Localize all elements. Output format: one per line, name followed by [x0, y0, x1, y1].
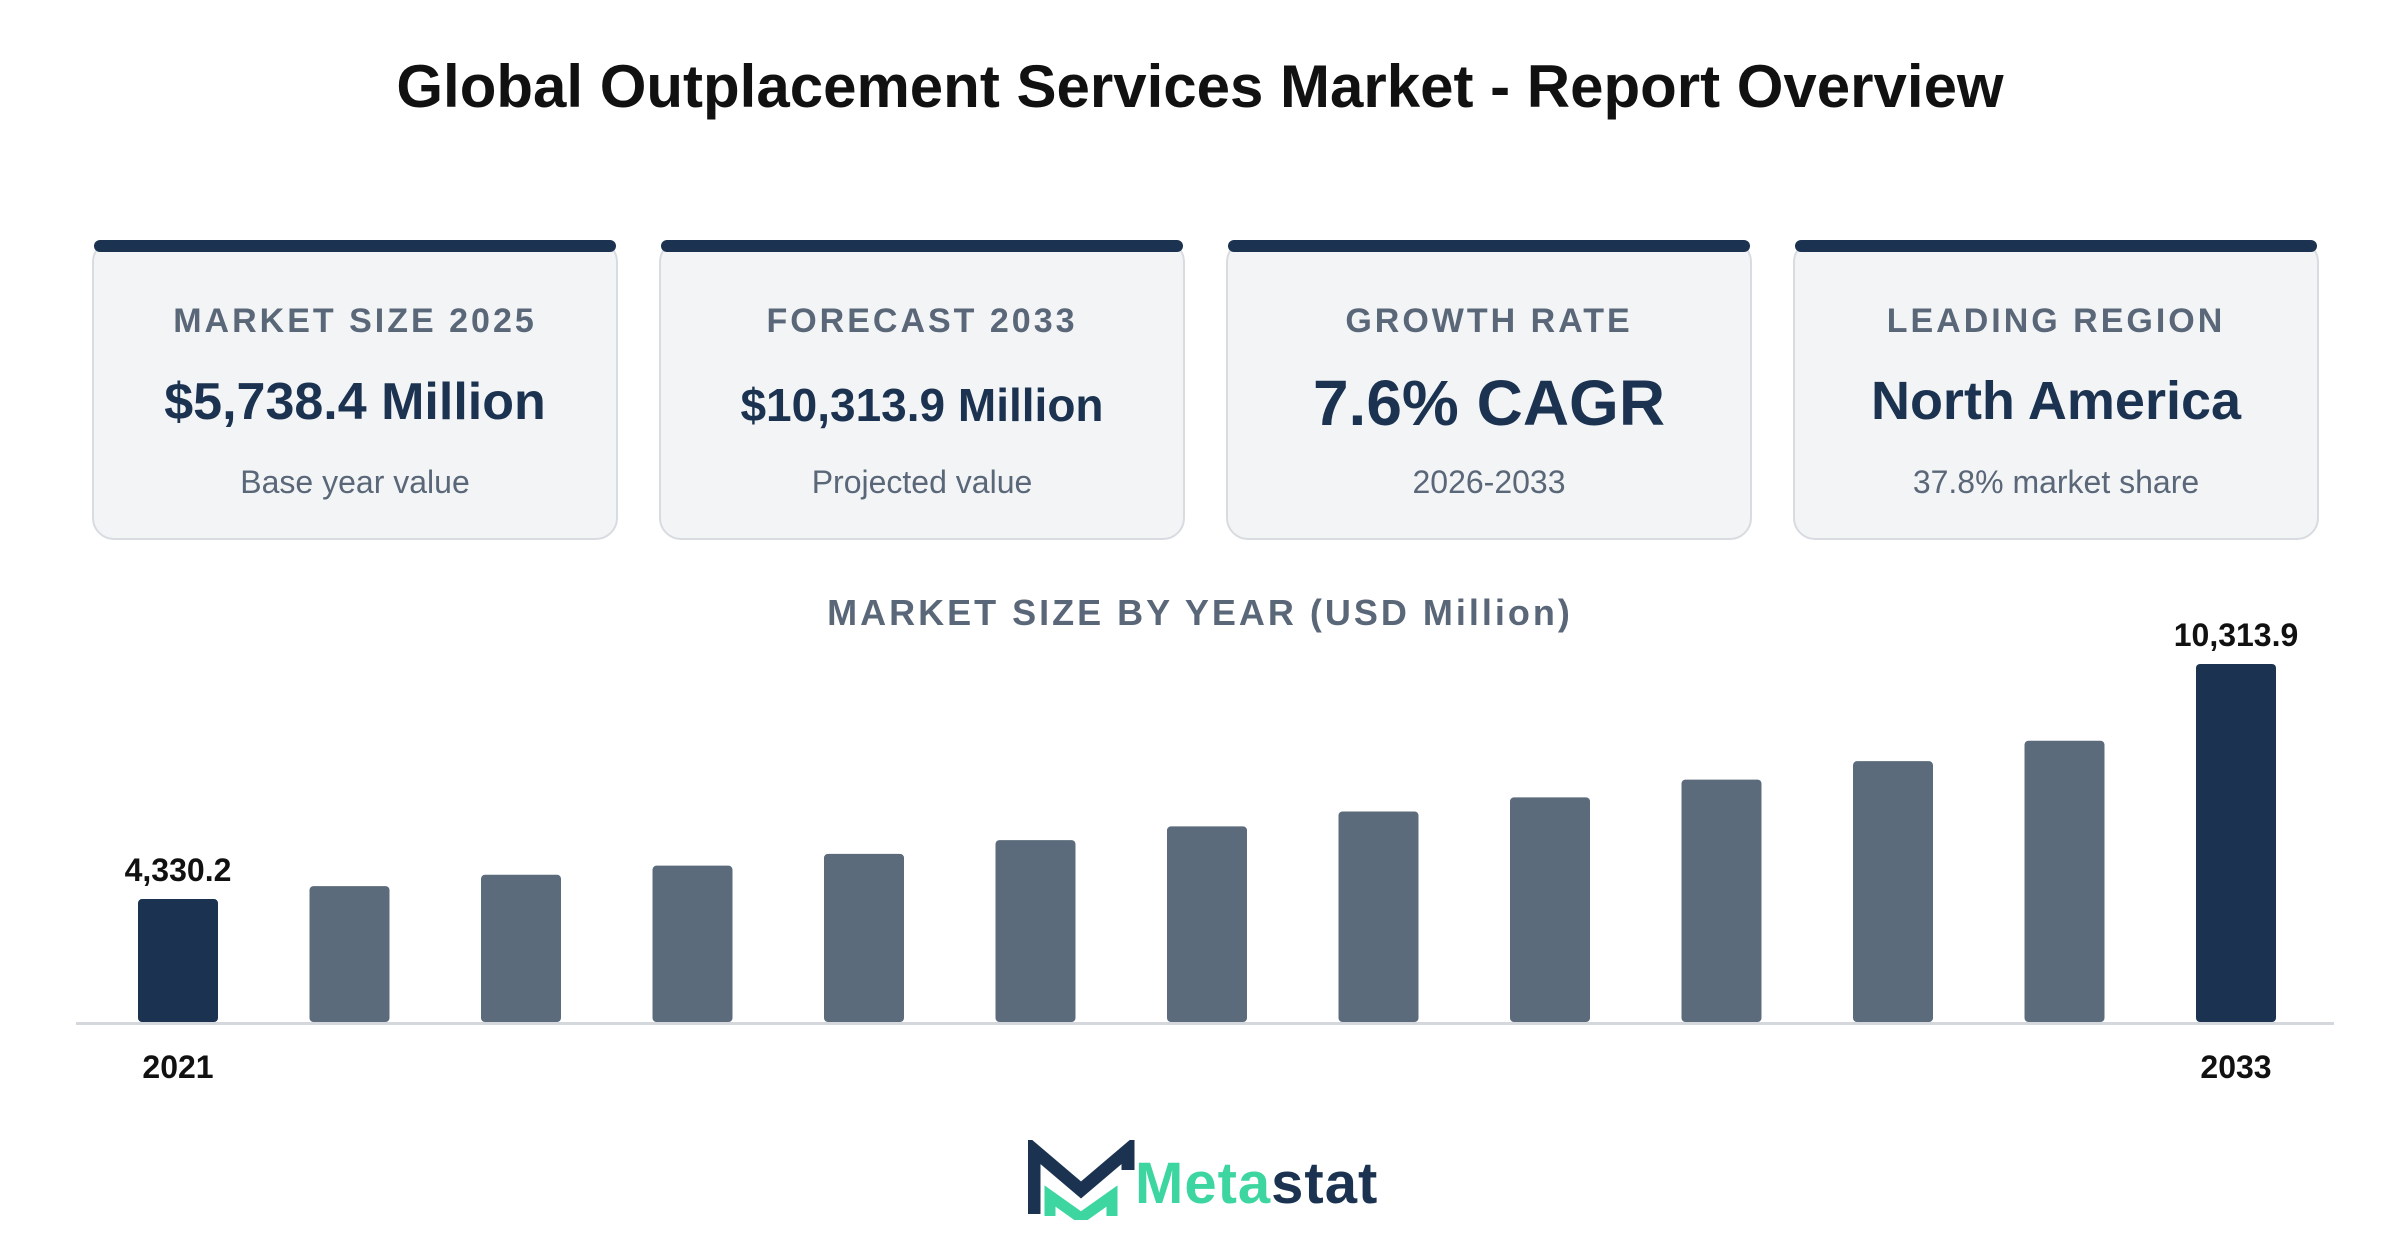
bar-2023 [481, 874, 561, 1022]
x-tick-label: 2021 [142, 1049, 213, 1085]
card-label: FORECAST 2033 [766, 302, 1078, 340]
card-label: MARKET SIZE 2025 [173, 302, 537, 340]
card-forecast: FORECAST 2033 $10,313.9 Million Projecte… [659, 240, 1185, 540]
card-subtext: Projected value [811, 464, 1033, 500]
bar-2030 [1681, 779, 1762, 1022]
metastat-logo-icon [1028, 1140, 1135, 1220]
card-value: 7.6% CAGR [1312, 367, 1666, 439]
bar-2028 [1338, 811, 1419, 1022]
bar-2025 [824, 853, 904, 1022]
bar-2031 [1853, 761, 1933, 1022]
card-label: LEADING REGION [1886, 302, 2226, 340]
card-label: GROWTH RATE [1345, 302, 1633, 340]
card-growth-rate: GROWTH RATE 7.6% CAGR 2026-2033 [1226, 240, 1752, 540]
bar-chart: 4,330.2 2021 10,313.9 2033 [76, 617, 2334, 1085]
bar-2033 [2196, 664, 2276, 1022]
bar-2026 [995, 840, 1076, 1022]
bar-2024 [652, 865, 733, 1022]
card-value: $10,313.9 Million [740, 379, 1104, 431]
data-label: 4,330.2 [125, 852, 232, 888]
bar-2021 [138, 899, 218, 1022]
card-subtext: Base year value [240, 464, 470, 500]
chart-title: MARKET SIZE BY YEAR (USD Million) [827, 592, 1573, 633]
card-value: North America [1870, 371, 2242, 431]
logo-text-part-2: stat [1271, 1151, 1379, 1216]
card-subtext: 37.8% market share [1912, 464, 2200, 500]
data-label: 10,313.9 [2174, 617, 2299, 653]
card-market-size: MARKET SIZE 2025 $5,738.4 Million Base y… [92, 240, 618, 540]
page-title: Global Outplacement Services Market - Re… [396, 53, 2004, 120]
metastat-logo-text: Metastat [1135, 1150, 1378, 1217]
logo-text-part-1: Meta [1135, 1151, 1272, 1216]
x-tick-label: 2033 [2200, 1049, 2271, 1085]
card-value: $5,738.4 Million [164, 373, 546, 431]
bar-2027 [1167, 826, 1247, 1022]
bar-2032 [2024, 740, 2105, 1022]
bar-2022 [309, 886, 390, 1022]
card-leading-region: LEADING REGION North America 37.8% marke… [1793, 240, 2319, 540]
card-subtext: 2026-2033 [1412, 464, 1566, 500]
bar-2029 [1510, 797, 1590, 1022]
